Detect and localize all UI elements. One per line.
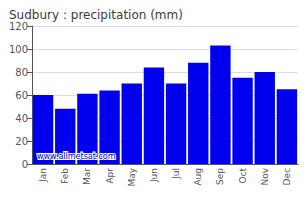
svg-text:Oct: Oct bbox=[238, 168, 248, 184]
svg-text:www.allmetsat.com: www.allmetsat.com bbox=[37, 152, 116, 161]
svg-text:Feb: Feb bbox=[60, 168, 70, 184]
svg-text:May: May bbox=[127, 167, 137, 186]
svg-text:Jun: Jun bbox=[149, 168, 159, 183]
svg-text:100: 100 bbox=[9, 44, 28, 55]
svg-text:Dec: Dec bbox=[282, 168, 292, 185]
svg-text:120: 120 bbox=[9, 21, 28, 32]
svg-text:40: 40 bbox=[15, 113, 28, 124]
svg-text:0: 0 bbox=[22, 159, 28, 170]
svg-text:Jul: Jul bbox=[171, 168, 181, 180]
svg-text:80: 80 bbox=[15, 67, 28, 78]
svg-text:Mar: Mar bbox=[82, 168, 92, 185]
svg-text:Aug: Aug bbox=[193, 168, 203, 186]
svg-text:Jan: Jan bbox=[38, 168, 48, 183]
svg-text:Apr: Apr bbox=[105, 168, 115, 184]
svg-text:60: 60 bbox=[15, 90, 28, 101]
svg-text:Nov: Nov bbox=[260, 167, 270, 185]
svg-text:Sudbury : precipitation (mm): Sudbury : precipitation (mm) bbox=[9, 8, 183, 22]
svg-text:20: 20 bbox=[15, 136, 28, 147]
svg-text:Sep: Sep bbox=[215, 168, 225, 185]
